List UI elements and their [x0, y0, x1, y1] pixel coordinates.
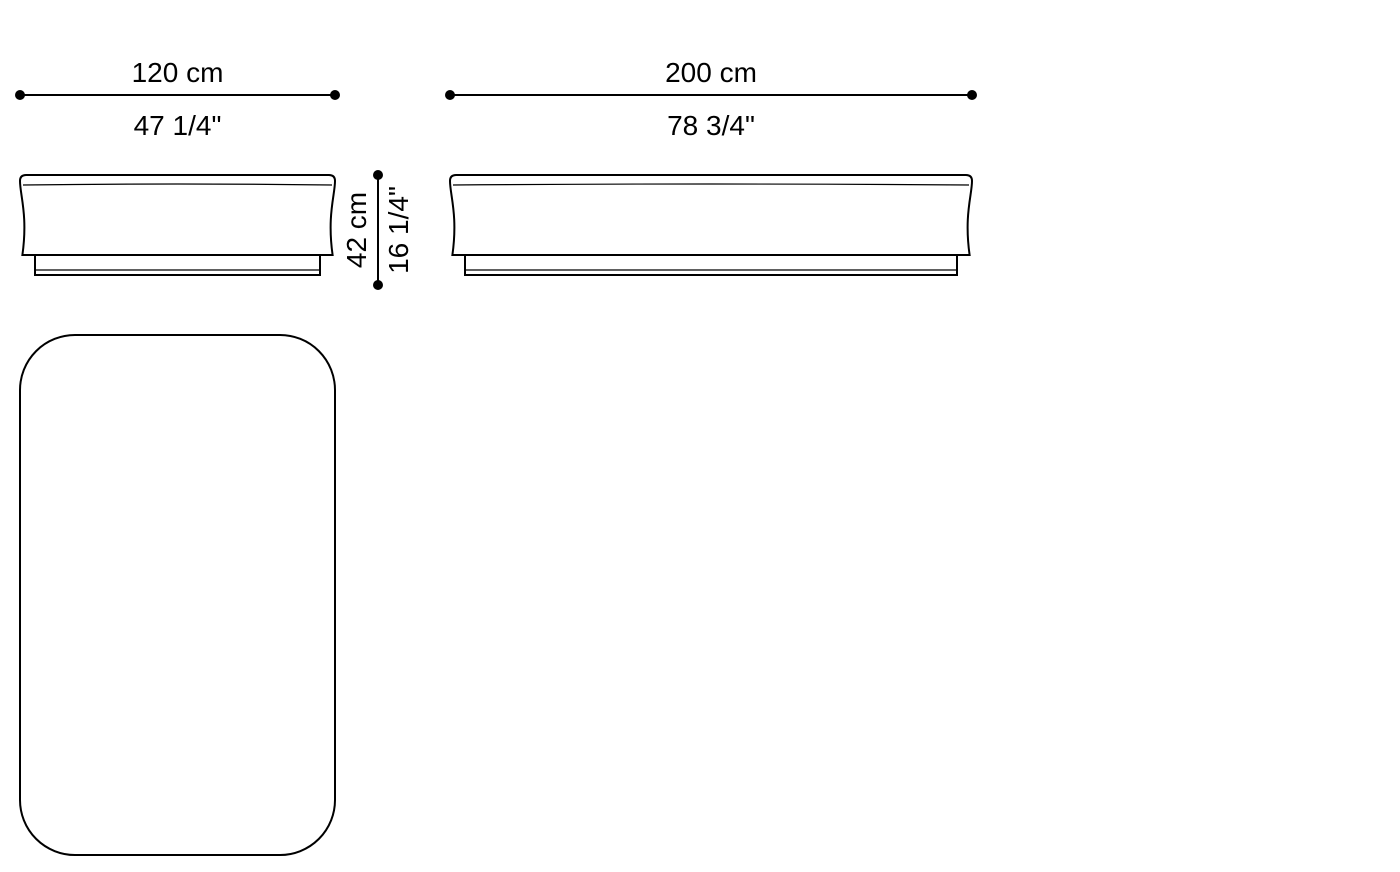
- dim_width_large-label-in: 78 3/4": [667, 110, 755, 141]
- top-view: [20, 335, 335, 855]
- dim_height-dot-top: [373, 170, 383, 180]
- dim_width_large-dot-right: [967, 90, 977, 100]
- dim_width_large-dot-left: [445, 90, 455, 100]
- side-view-small-base: [35, 255, 320, 275]
- side-view-large-cushion: [450, 175, 972, 255]
- side-view-small-seam: [23, 184, 332, 185]
- dim_width_small-label-cm: 120 cm: [132, 57, 224, 88]
- dim_height-label-in: 16 1/4": [383, 186, 414, 274]
- side-view-small-cushion: [20, 175, 335, 255]
- dim_height-label-cm: 42 cm: [341, 192, 372, 268]
- dim_width_small-dot-left: [15, 90, 25, 100]
- dim_width_small-dot-right: [330, 90, 340, 100]
- dim_width_large-label-cm: 200 cm: [665, 57, 757, 88]
- side-view-large-base: [465, 255, 957, 275]
- side-view-large-seam: [453, 184, 969, 185]
- dim_width_small-label-in: 47 1/4": [134, 110, 222, 141]
- dim_height-dot-bottom: [373, 280, 383, 290]
